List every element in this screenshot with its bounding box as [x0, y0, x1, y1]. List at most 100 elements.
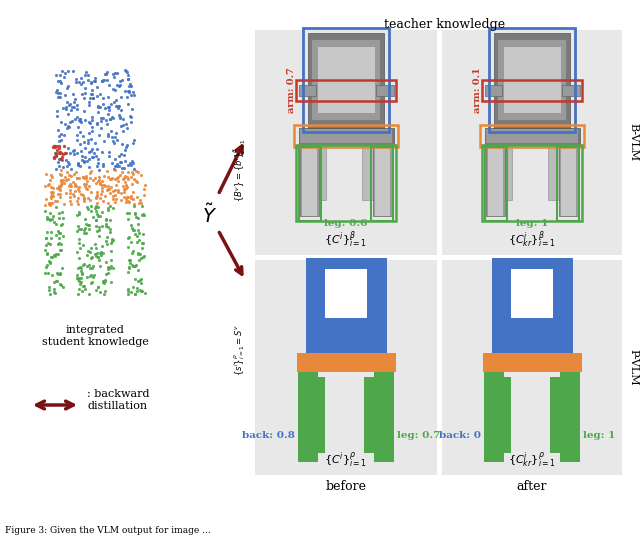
Point	[73, 264, 83, 273]
Point	[55, 189, 65, 198]
Point	[97, 124, 107, 133]
Point	[88, 261, 99, 270]
Point	[93, 231, 104, 240]
Point	[56, 79, 66, 88]
Point	[73, 160, 83, 169]
Point	[90, 174, 100, 182]
Point	[111, 102, 121, 110]
Point	[91, 203, 101, 212]
Point	[127, 157, 138, 166]
Point	[106, 175, 116, 184]
Point	[107, 235, 117, 244]
Point	[125, 81, 136, 90]
Point	[122, 287, 132, 296]
Point	[76, 263, 86, 271]
Point	[91, 251, 101, 260]
Point	[93, 282, 103, 291]
Point	[100, 269, 111, 278]
Point	[106, 215, 116, 224]
Point	[52, 77, 63, 85]
Point	[124, 88, 134, 97]
Point	[47, 212, 58, 221]
Point	[54, 238, 65, 247]
Point	[79, 214, 90, 223]
Point	[77, 89, 88, 98]
Point	[68, 66, 79, 75]
Point	[47, 191, 58, 200]
Point	[120, 178, 130, 187]
Point	[54, 182, 65, 191]
Point	[133, 213, 143, 222]
Point	[83, 76, 93, 85]
Point	[86, 201, 96, 210]
Point	[42, 212, 52, 221]
Point	[58, 141, 68, 150]
Point	[125, 238, 136, 246]
Point	[56, 166, 67, 175]
Point	[55, 70, 65, 79]
Bar	[302, 145, 317, 216]
Point	[83, 221, 93, 230]
Point	[112, 162, 122, 170]
Point	[126, 161, 136, 170]
Point	[47, 252, 58, 261]
Point	[75, 117, 85, 126]
Point	[75, 127, 85, 136]
Point	[107, 237, 117, 245]
Point	[70, 182, 81, 190]
Point	[135, 195, 145, 204]
Point	[46, 171, 56, 180]
Text: after: after	[516, 480, 547, 493]
Point	[127, 168, 137, 176]
Point	[103, 131, 113, 140]
Point	[55, 182, 65, 191]
Point	[108, 158, 118, 167]
Point	[95, 288, 105, 297]
Point	[54, 182, 64, 190]
Point	[105, 189, 115, 197]
Point	[79, 194, 89, 202]
Point	[53, 250, 63, 258]
Point	[65, 100, 75, 108]
Point	[65, 188, 75, 197]
Point	[88, 212, 99, 221]
Point	[138, 209, 148, 218]
Point	[120, 185, 130, 194]
Point	[122, 124, 132, 133]
Point	[107, 112, 117, 121]
Point	[99, 137, 109, 146]
Point	[123, 100, 133, 109]
Point	[47, 172, 57, 181]
Point	[102, 206, 113, 215]
Point	[108, 137, 118, 146]
Point	[55, 147, 65, 156]
Point	[90, 139, 100, 147]
Point	[125, 79, 136, 88]
Point	[78, 191, 88, 200]
Point	[91, 152, 101, 160]
Point	[74, 183, 84, 191]
Point	[58, 153, 68, 162]
Point	[62, 168, 72, 177]
Bar	[317, 47, 374, 113]
Point	[53, 93, 63, 102]
Point	[72, 273, 83, 282]
Point	[122, 209, 132, 218]
Point	[96, 116, 106, 125]
Point	[93, 158, 104, 167]
Point	[90, 204, 100, 213]
Point	[127, 195, 138, 203]
Bar	[559, 145, 578, 216]
Text: $\tilde{Y}$: $\tilde{Y}$	[202, 203, 218, 226]
Point	[120, 146, 131, 154]
Point	[51, 276, 61, 285]
Point	[52, 157, 63, 166]
Point	[122, 182, 132, 191]
Point	[40, 182, 50, 190]
Point	[50, 149, 60, 157]
Bar	[563, 85, 579, 96]
Point	[118, 164, 129, 172]
Point	[79, 138, 90, 146]
Point	[128, 282, 138, 291]
Point	[101, 233, 111, 242]
